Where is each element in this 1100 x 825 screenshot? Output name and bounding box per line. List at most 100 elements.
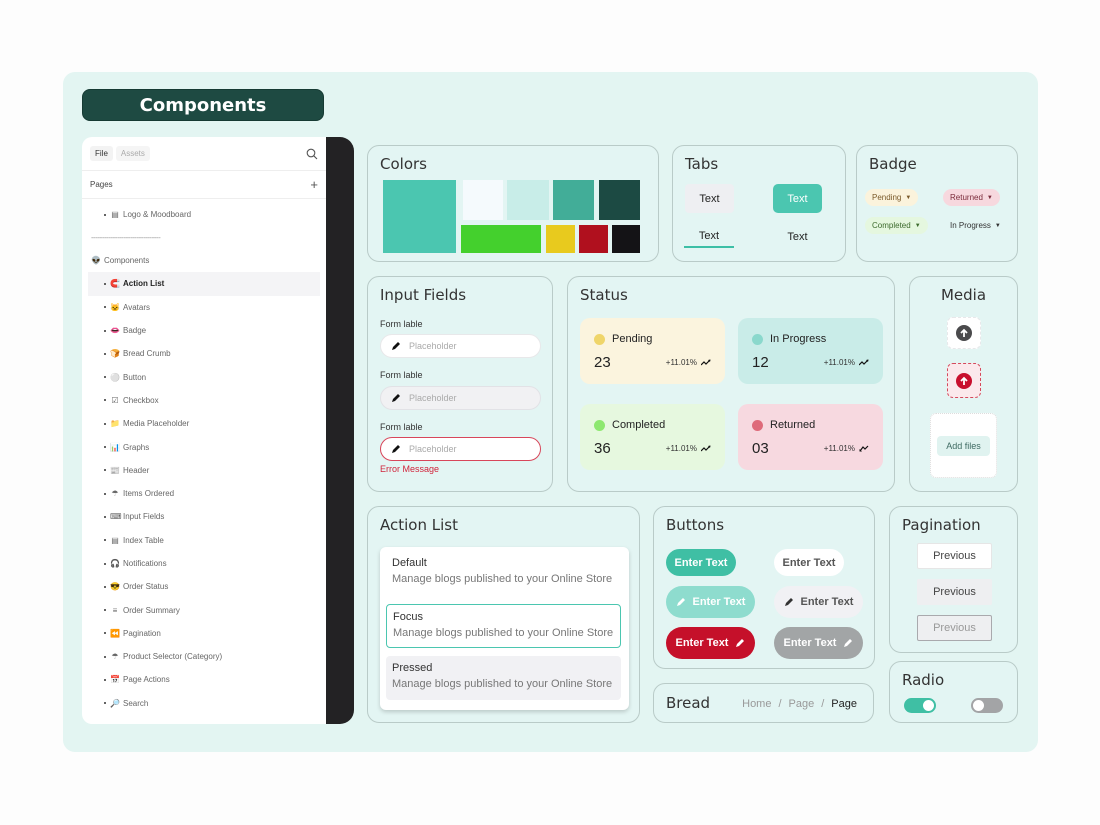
button-primary[interactable]: Enter Text <box>666 549 736 576</box>
upload-icon <box>956 325 972 341</box>
toggle-on[interactable] <box>904 698 936 713</box>
sidebar-item-label: Badge <box>123 326 147 336</box>
bullet-icon <box>104 282 106 285</box>
action-item-pressed[interactable]: Pressed Manage blogs published to your O… <box>386 656 621 700</box>
section-components[interactable]: 👽 Components <box>82 249 326 272</box>
text-input-disabled[interactable]: Placeholder <box>380 386 541 410</box>
sidebar-item-order-summary[interactable]: ≡ Order Summary <box>82 598 326 621</box>
add-page-icon[interactable]: + <box>310 177 318 192</box>
sidebar-item-items-ordered[interactable]: ☂ Items Ordered <box>82 482 326 505</box>
breadcrumb: Home / Page / Page <box>742 698 857 710</box>
crumb-page[interactable]: Page <box>788 698 815 710</box>
separator: -------------------------------- <box>91 233 161 243</box>
bullet-icon <box>104 469 106 472</box>
sidebar-item-graphs[interactable]: 📊 Graphs <box>82 435 326 458</box>
page-emoji-icon: 🎧 <box>110 559 120 568</box>
sidebar-item-product-selector-category[interactable]: ☂ Product Selector (Category) <box>82 645 326 668</box>
sidebar-item-button[interactable]: ⚪ Button <box>82 365 326 388</box>
sidebar-item-bread-crumb[interactable]: 🍞 Bread Crumb <box>82 342 326 365</box>
upload-icon <box>956 372 972 389</box>
add-files-button[interactable]: Add files <box>937 435 990 456</box>
tab-active[interactable]: Text <box>773 184 822 213</box>
sidebar-item-media-placeholder[interactable]: 📁 Media Placeholder <box>82 412 326 435</box>
page-emoji-icon: ▤ <box>111 210 119 220</box>
color-swatch-light-teal <box>507 180 549 220</box>
sidebar-item-label: Order Summary <box>123 605 180 615</box>
action-list-card: Action List Default Manage blogs publish… <box>367 506 640 723</box>
button-label: Enter Text <box>675 637 729 649</box>
sidebar-item-input-fields[interactable]: ⌨ Input Fields <box>82 505 326 528</box>
button-label: Enter Text <box>674 556 728 569</box>
crumb-home[interactable]: Home <box>742 698 772 710</box>
sidebar-item-label: Items Ordered <box>123 489 175 499</box>
upload-placeholder-error[interactable] <box>947 363 981 398</box>
sidebar-item-notifications[interactable]: 🎧 Notifications <box>82 552 326 575</box>
text-input-default[interactable]: Placeholder <box>380 334 541 358</box>
sidebar-item-header[interactable]: 📰 Header <box>82 459 326 482</box>
tab-assets[interactable]: Assets <box>115 146 150 161</box>
action-item-default[interactable]: Default Manage blogs published to your O… <box>386 551 621 595</box>
sidebar-item-label: Media Placeholder <box>123 419 190 429</box>
form-label: Form lable <box>380 370 423 380</box>
color-swatch-white <box>463 180 503 220</box>
previous-button-hover[interactable]: Previous <box>917 579 992 605</box>
status-change: +11.01% <box>665 358 697 367</box>
search-icon[interactable] <box>306 148 318 160</box>
caret-down-icon: ▼ <box>994 222 1001 229</box>
sidebar-item-search[interactable]: 🔎 Search <box>82 692 326 715</box>
button-secondary-icon[interactable]: Enter Text <box>774 586 863 618</box>
previous-button-default[interactable]: Previous <box>917 543 992 569</box>
sidebar-item-action-list[interactable]: 🧲 Action List <box>88 272 320 296</box>
sidebar-item-label: Product Selector (Category) <box>123 652 223 662</box>
button-primary-icon-disabled[interactable]: Enter Text <box>666 586 755 618</box>
page-emoji-icon: ▤ <box>111 535 119 545</box>
text-input-error[interactable]: Placeholder <box>380 437 541 461</box>
bullet-icon <box>104 702 106 705</box>
status-tile-in-progress: In Progress 12 +11.01% <box>738 318 883 384</box>
action-item-title: Default <box>392 557 427 569</box>
sidebar-item-label: Index Table <box>123 535 164 545</box>
sidebar-item-checkbox[interactable]: ☑ Checkbox <box>82 389 326 412</box>
upload-placeholder-default[interactable] <box>947 317 981 349</box>
button-secondary[interactable]: Enter Text <box>774 549 844 576</box>
sidebar-item-index-table[interactable]: ▤ Index Table <box>82 529 326 552</box>
badge-in-progress[interactable]: In Progress ▼ <box>943 217 1008 234</box>
bullet-icon <box>104 376 106 379</box>
toggle-off[interactable] <box>971 698 1003 713</box>
sidebar-item-label: Input Fields <box>123 512 165 522</box>
button-destructive[interactable]: Enter Text <box>666 627 755 659</box>
sidebar-item-order-status[interactable]: 😎 Order Status <box>82 575 326 598</box>
button-disabled[interactable]: Enter Text <box>774 627 863 659</box>
bullet-icon <box>104 399 106 402</box>
page-emoji-icon: 📰 <box>110 465 120 475</box>
sidebar-item-avatars[interactable]: 🐱 Avatars <box>82 296 326 319</box>
input-fields-title: Input Fields <box>380 286 467 304</box>
sidebar-item-badge[interactable]: 👄 Badge <box>82 319 326 342</box>
badge-pending[interactable]: Pending ▼ <box>865 189 919 206</box>
sidebar-item-page-actions[interactable]: 📅 Page Actions <box>82 668 326 691</box>
status-title: Status <box>580 286 628 304</box>
bullet-icon <box>104 585 106 588</box>
page-emoji-icon: 📅 <box>110 675 120 685</box>
previous-button-disabled[interactable]: Previous <box>917 615 992 641</box>
page-emoji-icon: ⌨ <box>110 512 122 522</box>
file-dropzone[interactable]: Add files <box>930 413 997 478</box>
tab-file[interactable]: File <box>90 146 113 161</box>
color-swatch-dark-green <box>599 180 640 220</box>
toggle-knob <box>973 700 984 711</box>
sidebar-item-label: Pagination <box>123 628 161 638</box>
page-item-logo-moodboard[interactable]: ▤ Logo & Moodboard <box>82 203 326 226</box>
action-item-focus[interactable]: Focus Manage blogs published to your Onl… <box>386 604 621 648</box>
sidebar-item-label: Button <box>123 372 147 382</box>
pencil-icon <box>392 342 400 350</box>
badge-returned[interactable]: Returned ▼ <box>943 189 1000 206</box>
sidebar-item-pagination[interactable]: ⏪ Pagination <box>82 622 326 645</box>
tab-default[interactable]: Text <box>685 184 734 213</box>
bullet-icon <box>104 515 106 518</box>
sidebar-item-label: Search <box>123 698 149 708</box>
tab-plain[interactable]: Text <box>787 231 808 243</box>
pencil-icon <box>392 394 400 402</box>
badge-completed[interactable]: Completed ▼ <box>865 217 928 234</box>
bullet-icon <box>104 306 106 309</box>
tab-underlined[interactable]: Text <box>684 226 734 248</box>
